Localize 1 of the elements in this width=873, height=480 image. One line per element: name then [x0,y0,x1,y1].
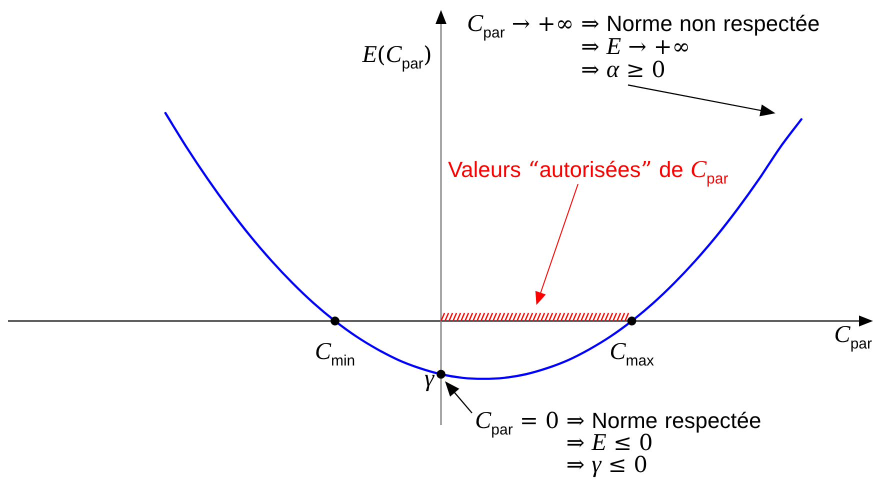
annotation: γ [424,365,436,392]
